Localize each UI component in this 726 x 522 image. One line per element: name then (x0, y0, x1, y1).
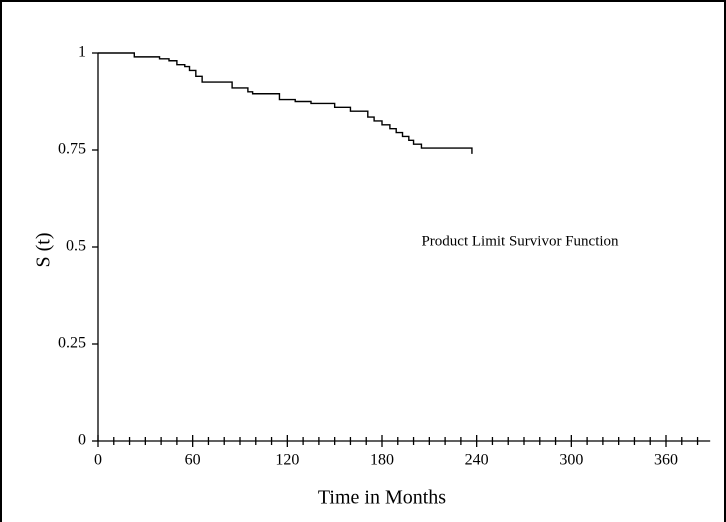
frame (1, 1, 725, 522)
y-tick-label: 0.5 (66, 238, 86, 255)
survival-curve (98, 53, 472, 154)
x-tick-label: 180 (370, 452, 394, 469)
y-tick-label: 0.75 (58, 141, 86, 158)
x-tick-label: 120 (275, 452, 299, 469)
y-tick-label: 0.25 (58, 335, 86, 352)
x-tick-label: 240 (465, 452, 489, 469)
x-tick-label: 300 (559, 452, 583, 469)
x-tick-label: 0 (94, 452, 102, 469)
annotation: Product Limit Survivor Function (421, 233, 619, 249)
x-axis-label: Time in Months (318, 487, 446, 509)
y-tick-label: 1 (78, 44, 86, 61)
x-tick-label: 360 (654, 452, 678, 469)
chart: Product Limit Survivor Function Time in … (0, 0, 726, 522)
y-axis-label: S (t) (33, 233, 55, 268)
y-tick-label: 0 (78, 432, 86, 449)
x-tick-label: 60 (185, 452, 201, 469)
